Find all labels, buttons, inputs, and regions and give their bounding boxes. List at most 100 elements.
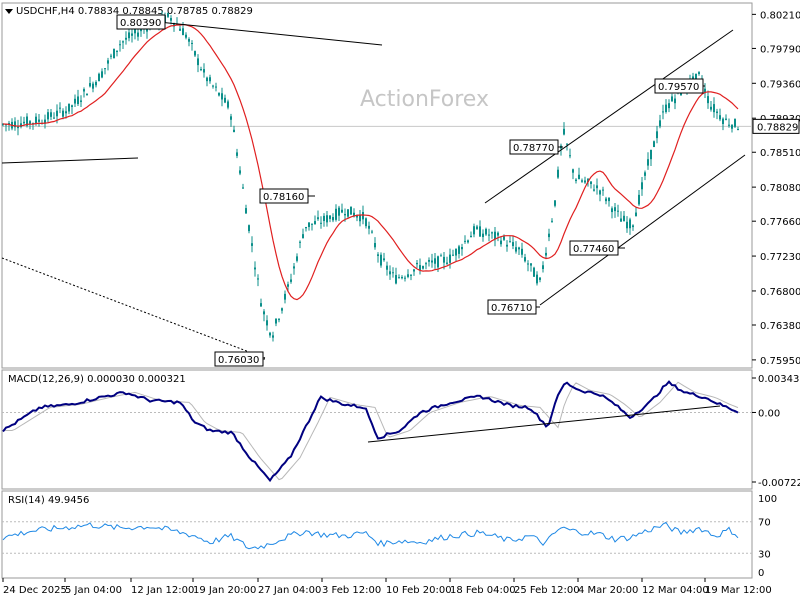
candle-body bbox=[563, 128, 565, 135]
axis-layer: 0.802100.797900.793600.789300.785100.780… bbox=[2, 10, 800, 596]
candle-body bbox=[524, 257, 526, 262]
annotation-box bbox=[214, 351, 264, 367]
price-axis-label: 0.80210 bbox=[760, 10, 800, 21]
macd-axis-label: 0.003432 bbox=[758, 374, 800, 385]
time-axis-label: 19 Mar 12:00 bbox=[705, 585, 772, 596]
macd-header: MACD(12,26,9) 0.000030 0.000321 bbox=[8, 374, 186, 385]
candle-body bbox=[428, 259, 430, 262]
macd-pane[interactable] bbox=[1, 369, 753, 490]
candle-body bbox=[581, 180, 583, 182]
candle-body bbox=[527, 263, 529, 265]
candle-body bbox=[221, 93, 223, 100]
candle-body bbox=[68, 103, 70, 112]
candle-body bbox=[134, 28, 136, 34]
candle-body bbox=[599, 190, 601, 195]
candle-body bbox=[224, 97, 226, 103]
moving-average-line bbox=[2, 23, 739, 301]
rsi-line bbox=[2, 521, 739, 550]
candle-body bbox=[575, 179, 577, 182]
candle-body bbox=[74, 98, 76, 104]
candle-body bbox=[473, 226, 475, 235]
candle-body bbox=[290, 279, 292, 282]
candle-body bbox=[269, 332, 271, 336]
candle-body bbox=[326, 215, 328, 223]
candle-body bbox=[77, 96, 79, 105]
candle-body bbox=[227, 101, 229, 108]
candle-body bbox=[512, 242, 514, 247]
candle-body bbox=[389, 271, 391, 275]
candle-body bbox=[347, 209, 349, 217]
macd-trendline bbox=[367, 405, 721, 443]
candle-body bbox=[647, 159, 649, 166]
candle-body bbox=[86, 93, 88, 96]
annotation-box bbox=[569, 240, 619, 256]
candle-body bbox=[296, 256, 298, 261]
candle-body bbox=[476, 226, 478, 229]
candle-body bbox=[659, 120, 661, 127]
candle-body bbox=[377, 254, 379, 256]
candle-body bbox=[200, 69, 202, 71]
candle-body bbox=[497, 232, 499, 236]
time-axis-label: 27 Jan 04:00 bbox=[258, 585, 321, 596]
candle-body bbox=[698, 72, 700, 74]
annotation-label: 0.78160 bbox=[263, 192, 304, 203]
candle-body bbox=[341, 209, 343, 213]
candle-body bbox=[602, 189, 604, 191]
candle-body bbox=[113, 48, 115, 59]
candle-body bbox=[452, 254, 454, 256]
trendline-support-left bbox=[1, 157, 139, 164]
candle-body bbox=[455, 249, 457, 256]
candle-body bbox=[248, 225, 250, 232]
candle-body bbox=[437, 256, 439, 268]
rsi-axis-label: 70 bbox=[758, 518, 771, 529]
candle-body bbox=[446, 262, 448, 264]
candle-body bbox=[17, 126, 19, 129]
candle-body bbox=[236, 152, 238, 156]
candle-body bbox=[635, 212, 637, 217]
candle-body bbox=[140, 28, 142, 32]
annotation-box bbox=[487, 299, 537, 315]
candle-body bbox=[650, 149, 652, 160]
candle-body bbox=[71, 105, 73, 107]
candle-body bbox=[722, 118, 724, 125]
candle-body bbox=[737, 129, 739, 131]
annotation-box bbox=[116, 14, 166, 30]
candle-body bbox=[674, 98, 676, 104]
rsi-axis-label: 30 bbox=[758, 549, 771, 560]
time-axis-label: 25 Feb 12:00 bbox=[514, 585, 580, 596]
candle-body bbox=[65, 111, 67, 114]
candle-body bbox=[572, 169, 574, 173]
candle-body bbox=[362, 212, 364, 220]
candle-body bbox=[239, 170, 241, 174]
candle-body bbox=[308, 222, 310, 228]
candle-body bbox=[356, 214, 358, 218]
candle-body bbox=[368, 225, 370, 229]
candle-body bbox=[380, 254, 382, 266]
candle-body bbox=[251, 243, 253, 246]
rsi-pane[interactable] bbox=[1, 490, 753, 579]
candle-body bbox=[275, 318, 277, 324]
main-pane[interactable] bbox=[1, 2, 753, 369]
candle-body bbox=[353, 212, 355, 217]
candle-body bbox=[629, 219, 631, 229]
annotations-layer: 0.80390 0.78160 0.76030 0.76710 0.77460 0.787… bbox=[116, 14, 705, 367]
candle-body bbox=[233, 129, 235, 133]
candle-body bbox=[515, 247, 517, 252]
candle-body bbox=[662, 111, 664, 113]
candle-body bbox=[311, 223, 313, 225]
candle-body bbox=[665, 104, 667, 113]
candle-body bbox=[632, 225, 634, 228]
candle-body bbox=[14, 121, 16, 128]
candle-body bbox=[422, 265, 424, 269]
candle-body bbox=[479, 226, 481, 237]
candle-body bbox=[734, 119, 736, 127]
candle-body bbox=[617, 210, 619, 212]
candle-body bbox=[521, 248, 523, 255]
candle-body bbox=[533, 267, 535, 277]
price-axis-label: 0.76800 bbox=[760, 287, 800, 298]
candle-body bbox=[260, 303, 262, 307]
annotation-label: 0.78770 bbox=[513, 143, 554, 154]
candle-body bbox=[59, 107, 61, 109]
candle-body bbox=[596, 185, 598, 189]
